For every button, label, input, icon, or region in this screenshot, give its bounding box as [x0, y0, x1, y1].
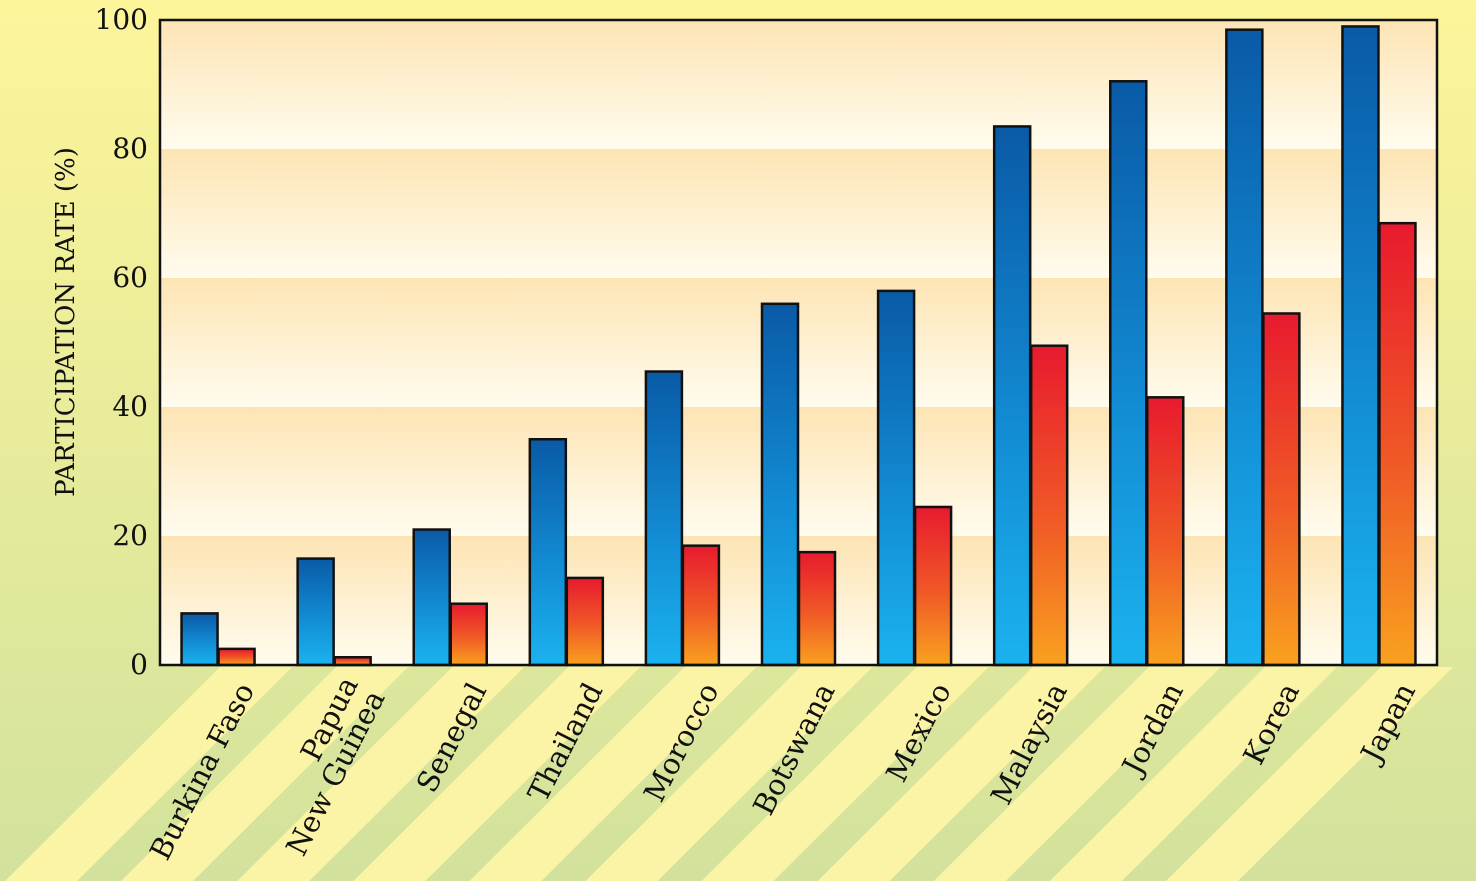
bar-red-korea [1262, 312, 1301, 667]
bar-blue-morocco [644, 370, 684, 667]
bar-blue-burkina-faso [180, 612, 219, 667]
bar-blue-korea [1225, 28, 1264, 667]
label-stripe [701, 667, 989, 881]
bar-blue-malaysia [992, 125, 1032, 667]
grid-band [160, 149, 1437, 278]
y-tick-label: 40 [112, 390, 148, 423]
plot-frame [158, 18, 1439, 667]
bar-red-senegal [449, 602, 488, 667]
bar-red-japan [1378, 221, 1417, 667]
y-tick-label: 20 [112, 519, 148, 552]
label-stripe [5, 667, 293, 881]
y-axis-title: PARTICIPATION RATE (%) [51, 147, 81, 497]
bar-red-thailand [565, 576, 605, 667]
label-stripe [469, 667, 757, 881]
label-stripe [1049, 667, 1337, 881]
grid-band [160, 20, 1437, 149]
label-stripe [817, 667, 1105, 881]
bar-marks [180, 25, 1417, 667]
label-stripe [585, 667, 873, 881]
y-tick-label: 100 [95, 3, 148, 36]
label-stripe [1165, 667, 1453, 881]
bar-red-mexico [913, 505, 953, 667]
label-stripe [121, 667, 409, 881]
y-axis: 0 20 40 60 80 100 [95, 3, 148, 681]
bar-red-malaysia [1029, 344, 1069, 667]
bar-blue-japan [1341, 25, 1380, 667]
bar-blue-senegal [412, 528, 451, 667]
bar-blue-botswana [760, 302, 800, 667]
bar-blue-thailand [528, 438, 568, 667]
bar-blue-papua-new-guinea [296, 557, 335, 667]
y-tick-label: 60 [112, 261, 148, 294]
bar-red-burkina-faso [217, 647, 256, 667]
bar-red-jordan [1146, 396, 1185, 667]
y-tick-label: 0 [130, 648, 148, 681]
label-stripe [933, 667, 1221, 881]
bar-blue-mexico [876, 289, 916, 667]
y-tick-label: 80 [112, 132, 148, 165]
bar-blue-jordan [1109, 80, 1148, 667]
label-stripe [353, 667, 641, 881]
category-label-stripes [5, 667, 1453, 881]
label-stripe [237, 667, 525, 881]
bar-red-morocco [681, 544, 721, 667]
bar-red-botswana [797, 550, 837, 667]
